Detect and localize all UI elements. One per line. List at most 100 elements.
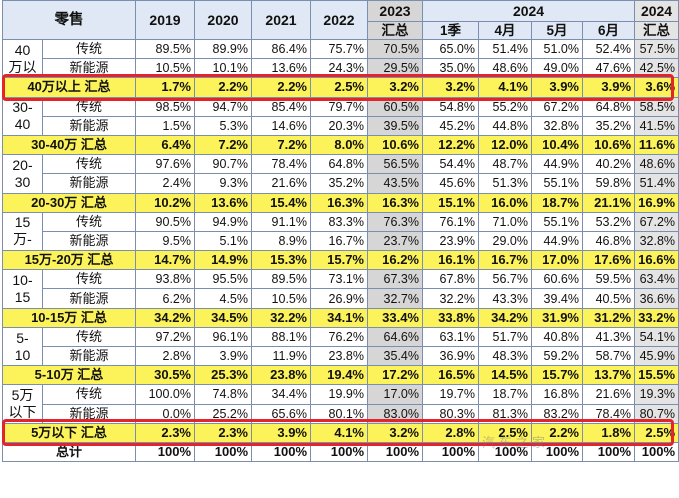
table-cell: 13.6% [251, 58, 311, 79]
subtotal-cell: 2.3% [194, 422, 252, 443]
table-cell: 8.9% [251, 230, 311, 252]
table-cell: 36.6% [634, 288, 679, 309]
table-cell: 76.1% [422, 211, 479, 232]
table-cell: 51.4% [478, 38, 532, 60]
table-cell: 24.3% [310, 58, 368, 79]
table-cell: 80.1% [310, 403, 368, 424]
table-cell: 52.4% [581, 38, 636, 60]
subtotal-cell: 3.6% [634, 77, 679, 98]
table-cell: 67.8% [422, 269, 479, 290]
header-2021: 2021 [251, 0, 311, 40]
subtotal-cell: 2.3% [135, 422, 195, 443]
table-cell: 59.2% [531, 345, 583, 367]
table-cell: 80.3% [422, 403, 479, 424]
total-cell: 100% [135, 441, 195, 463]
table-cell: 6.2% [135, 288, 195, 309]
subtotal-cell: 16.9% [634, 192, 679, 213]
table-cell: 90.5% [135, 211, 195, 232]
table-cell: 19.3% [634, 384, 679, 405]
table-cell: 44.8% [478, 115, 532, 136]
subtotal-cell: 10.4% [531, 134, 583, 156]
table-cell: 83.2% [531, 403, 583, 424]
subtotal-cell: 3.2% [422, 77, 479, 98]
table-cell: 42.5% [634, 58, 679, 79]
table-cell: 98.5% [135, 96, 195, 117]
powertrain-label-traditional: 传统 [42, 96, 136, 117]
table-cell: 64.6% [367, 326, 423, 348]
table-cell: 18.7% [478, 384, 532, 405]
table-cell: 26.9% [310, 288, 368, 309]
subtotal-cell: 33.4% [367, 307, 423, 328]
header-2022: 2022 [310, 0, 368, 40]
price-band-label: 5万 以下 [2, 384, 43, 424]
subtotal-cell: 23.8% [251, 365, 311, 386]
table-cell: 56.7% [478, 269, 532, 290]
table-cell: 32.7% [367, 288, 423, 309]
table-cell: 58.5% [634, 96, 679, 117]
powertrain-label-traditional: 传统 [42, 269, 136, 290]
table-cell: 76.2% [310, 326, 368, 348]
table-cell: 32.2% [422, 288, 479, 309]
subtotal-cell: 2.2% [194, 77, 252, 98]
table-cell: 3.9% [194, 345, 252, 367]
table-cell: 83.0% [367, 403, 423, 424]
table-cell: 56.5% [367, 154, 423, 175]
powertrain-label-nev: 新能源 [42, 345, 136, 367]
table-row-nev: 新能源 6.2% 4.5% 10.5% 26.9% 32.7% 32.2% 43.3% 39.4… [3, 288, 679, 309]
table-cell: 32.8% [531, 115, 583, 136]
table-cell: 63.4% [634, 269, 679, 290]
subtotal-cell: 17.0% [531, 250, 583, 271]
table-cell: 48.7% [478, 154, 532, 175]
subtotal-cell: 6.4% [135, 134, 195, 156]
subtotal-cell: 30.5% [135, 365, 195, 386]
table-row-nev: 新能源 10.5% 10.1% 13.6% 24.3% 29.5% 35.0% 48.6% 49… [3, 58, 679, 79]
table-cell: 71.0% [478, 211, 532, 232]
subtotal-cell: 1.7% [135, 77, 195, 98]
table-cell: 93.8% [135, 269, 195, 290]
table-cell: 34.4% [251, 384, 311, 405]
table-cell: 23.8% [310, 345, 368, 367]
subtotal-cell: 16.5% [422, 365, 479, 386]
table-cell: 51.3% [478, 173, 532, 194]
total-cell: 100% [634, 441, 679, 463]
table-cell: 43.3% [478, 288, 532, 309]
table-cell: 94.9% [194, 211, 252, 232]
subtotal-cell: 34.2% [478, 307, 532, 328]
header-q1: 1季 [422, 21, 479, 40]
subtotal-cell: 3.9% [531, 77, 583, 98]
table-cell: 25.2% [194, 403, 252, 424]
table-cell: 51.7% [478, 326, 532, 348]
table-cell: 9.3% [194, 173, 252, 194]
table-cell: 75.7% [310, 38, 368, 60]
table-cell: 43.5% [367, 173, 423, 194]
table-row-subtotal: 15万-20万 汇总 14.7% 14.9% 15.3% 15.7% 16.2% 16.1%… [2, 250, 679, 271]
table-cell: 35.4% [367, 345, 423, 367]
powertrain-label-nev: 新能源 [42, 230, 136, 252]
table-cell: 89.5% [251, 269, 311, 290]
subtotal-cell: 31.2% [581, 307, 636, 328]
table-row-traditional: 40 万以 传统 89.5% 89.9% 86.4% 75.7% 70.5% 65.0% 51.4… [2, 38, 679, 79]
subtotal-cell: 15.7% [310, 250, 368, 271]
table-cell: 54.4% [422, 154, 479, 175]
table-cell: 44.9% [531, 230, 583, 252]
table-cell: 48.3% [478, 345, 532, 367]
table-cell: 64.8% [581, 96, 636, 117]
header-segment: 零售 [2, 0, 136, 40]
table-cell: 51.0% [531, 38, 583, 60]
table-cell: 80.7% [634, 403, 679, 424]
total-cell: 100% [194, 441, 252, 463]
table-cell: 35.0% [422, 58, 479, 79]
table-cell: 97.2% [135, 326, 195, 348]
table-cell: 54.1% [634, 326, 679, 348]
subtotal-cell: 16.2% [367, 250, 423, 271]
table-cell: 78.4% [581, 403, 636, 424]
powertrain-label-traditional: 传统 [42, 326, 136, 348]
table-cell: 55.1% [531, 211, 583, 232]
subtotal-cell: 34.1% [310, 307, 368, 328]
price-band-label: 5- 10 [2, 326, 43, 367]
table-cell: 45.6% [422, 173, 479, 194]
powertrain-label-traditional: 传统 [42, 38, 136, 60]
retail-share-table: 零售 2019 2020 2021 2022 2023 2024 2024 汇总… [2, 0, 679, 463]
subtotal-cell: 13.7% [581, 365, 636, 386]
subtotal-cell: 16.3% [310, 192, 368, 213]
